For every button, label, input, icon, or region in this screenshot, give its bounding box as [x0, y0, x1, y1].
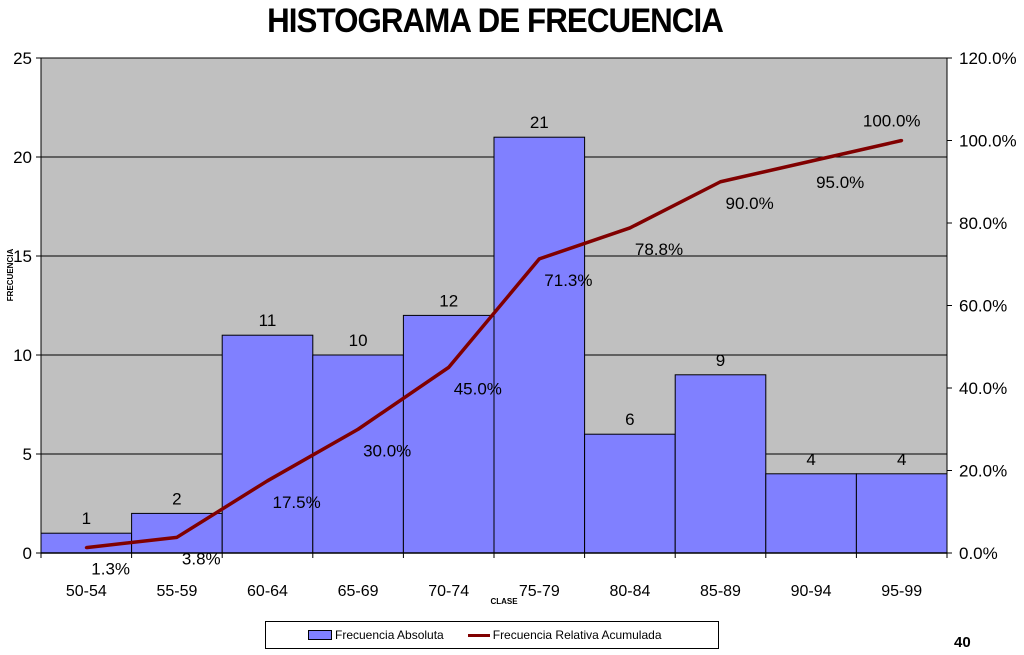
bar [493, 136, 586, 554]
y2-tick-label: 40.0% [959, 379, 1007, 398]
cumulative-value-label: 1.3% [91, 560, 130, 579]
legend-swatch-line [467, 633, 490, 637]
cumulative-value-label: 45.0% [454, 379, 502, 398]
cumulative-point [809, 159, 813, 163]
cumulative-point [266, 479, 269, 483]
chart-legend: Frecuencia Absoluta Frecuencia Relativa … [265, 621, 719, 649]
bar-value-label: 4 [897, 450, 906, 469]
cumulative-point [537, 257, 541, 261]
x-tick-label: 70-74 [428, 583, 469, 600]
cumulative-value-label: 95.0% [816, 173, 864, 192]
bar-value-label: 9 [716, 351, 725, 370]
bar-value-label: 12 [439, 291, 458, 310]
cumulative-value-label: 78.8% [635, 240, 683, 259]
cumulative-value-label: 17.5% [273, 493, 321, 512]
bar [674, 374, 767, 554]
cumulative-point [356, 427, 360, 431]
bar-value-label: 21 [530, 113, 549, 132]
y2-tick-label: 20.0% [959, 462, 1007, 481]
x-tick-label: 65-69 [338, 583, 379, 600]
bar-value-label: 2 [172, 489, 181, 508]
cumulative-point [175, 535, 179, 539]
y-tick-label: 0 [23, 544, 32, 563]
y-axis-label: FRECUENCIA [6, 249, 15, 302]
bar [402, 314, 495, 554]
cumulative-line [86, 138, 903, 550]
cumulative-point [628, 226, 632, 230]
x-tick-label: 80-84 [609, 583, 650, 600]
y2-tick-label: 120.0% [959, 49, 1017, 68]
x-tick-label: 85-89 [700, 583, 741, 600]
x-tick-label: 90-94 [791, 583, 832, 600]
y2-tick-label: 80.0% [959, 214, 1007, 233]
bar [131, 512, 223, 554]
x-tick-label: 50-54 [66, 583, 107, 600]
y2-tick-label: 0.0% [959, 544, 998, 563]
y2-tick-label: 100.0% [959, 132, 1017, 151]
x-tick-label: 75-79 [519, 583, 560, 600]
legend-swatch-bars [308, 630, 332, 640]
bar [765, 473, 857, 554]
bar [855, 473, 948, 554]
cumulative-value-label: 90.0% [726, 194, 774, 213]
bar [221, 334, 314, 554]
cumulative-point [84, 546, 88, 550]
bar [584, 433, 676, 554]
cumulative-value-label: 3.8% [182, 549, 221, 568]
x-axis-label: CLASE [490, 597, 518, 606]
cumulative-value-label: 71.3% [544, 271, 592, 290]
y-tick-label: 5 [23, 445, 32, 464]
x-tick-label: 95-99 [881, 583, 922, 600]
bar-value-label: 4 [806, 450, 815, 469]
cumulative-point [719, 180, 722, 184]
legend-item-bars: Frecuencia Absoluta [308, 628, 444, 642]
cumulative-point [447, 365, 451, 369]
bar-value-label: 10 [349, 331, 368, 350]
y-tick-label: 20 [13, 148, 32, 167]
page-number: 40 [954, 634, 971, 651]
bar-value-label: 11 [259, 311, 277, 330]
legend-item-line: Frecuencia Relativa Acumulada [467, 628, 662, 642]
legend-label-bars: Frecuencia Absoluta [335, 628, 444, 642]
y-tick-label: 10 [13, 346, 32, 365]
cumulative-point [900, 139, 904, 142]
chart-title: HISTOGRAMA DE FRECUENCIA [267, 2, 724, 40]
cumulative-value-label: 30.0% [363, 441, 411, 460]
x-tick-label: 55-59 [156, 583, 197, 600]
y-tick-label: 15 [13, 247, 32, 266]
bar-value-label: 6 [625, 410, 634, 429]
y2-tick-label: 60.0% [959, 297, 1007, 316]
y-tick-label: 25 [13, 49, 32, 68]
legend-label-line: Frecuencia Relativa Acumulada [492, 628, 662, 642]
cumulative-value-label: 100.0% [863, 112, 921, 131]
x-tick-label: 60-64 [247, 583, 288, 600]
bar-value-label: 1 [82, 509, 91, 528]
